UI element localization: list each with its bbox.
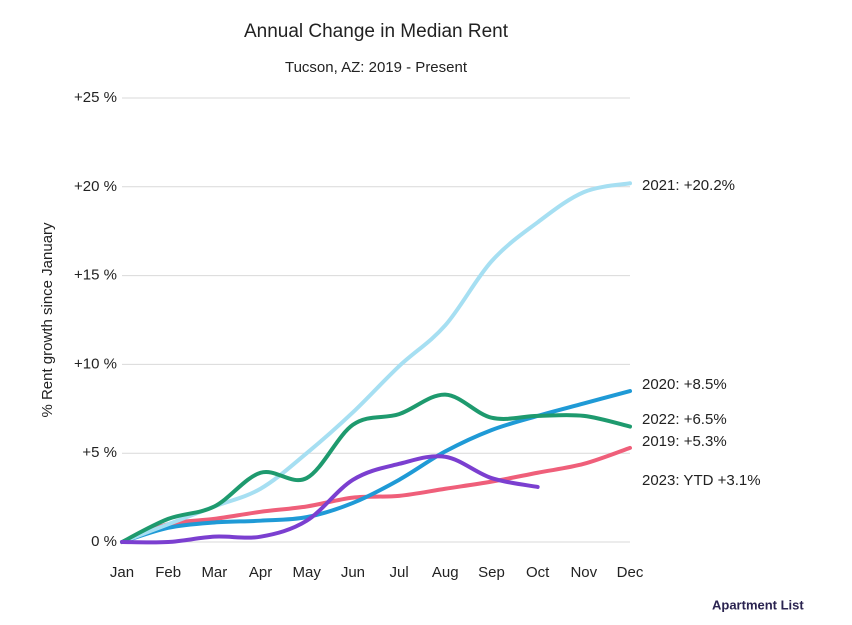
line [120, 392, 632, 544]
x-tick-label: Mar [201, 564, 227, 581]
x-tick-label: Jul [389, 564, 408, 581]
legend-label: 2022: +6.5% [642, 411, 727, 428]
x-tick-label: Nov [570, 564, 597, 581]
x-tick-label: Dec [617, 564, 644, 581]
chart-subtitle: Tucson, AZ: 2019 - Present [285, 59, 468, 76]
line [120, 445, 632, 544]
y-axis-label: % Rent growth since January [39, 222, 56, 418]
legend-label: 2020: +8.5% [642, 376, 727, 393]
chart-title: Annual Change in Median Rent [244, 21, 509, 42]
x-tick-label: Aug [432, 564, 459, 581]
logo: Apartment List [712, 597, 804, 612]
x-tick-label: May [293, 564, 322, 581]
x-tick-label: Jun [341, 564, 365, 581]
x-tick-label: Sep [478, 564, 505, 581]
y-tick-label: +10 % [74, 355, 117, 372]
y-tick-label: 0 % [91, 533, 117, 550]
x-tick-label: Jan [110, 564, 134, 581]
y-tick-label: +5 % [82, 444, 117, 461]
y-tick-label: +25 % [74, 89, 117, 106]
line [120, 454, 540, 545]
y-tick-label: +20 % [74, 178, 117, 195]
legend-label: 2019: +5.3% [642, 433, 727, 450]
x-tick-label: Oct [526, 564, 550, 581]
legend-label: 2021: +20.2% [642, 177, 735, 194]
legend-label: 2023: YTD +3.1% [642, 472, 761, 489]
y-tick-label: +15 % [74, 267, 117, 284]
x-tick-label: Apr [249, 564, 272, 581]
x-tick-label: Feb [155, 564, 181, 581]
